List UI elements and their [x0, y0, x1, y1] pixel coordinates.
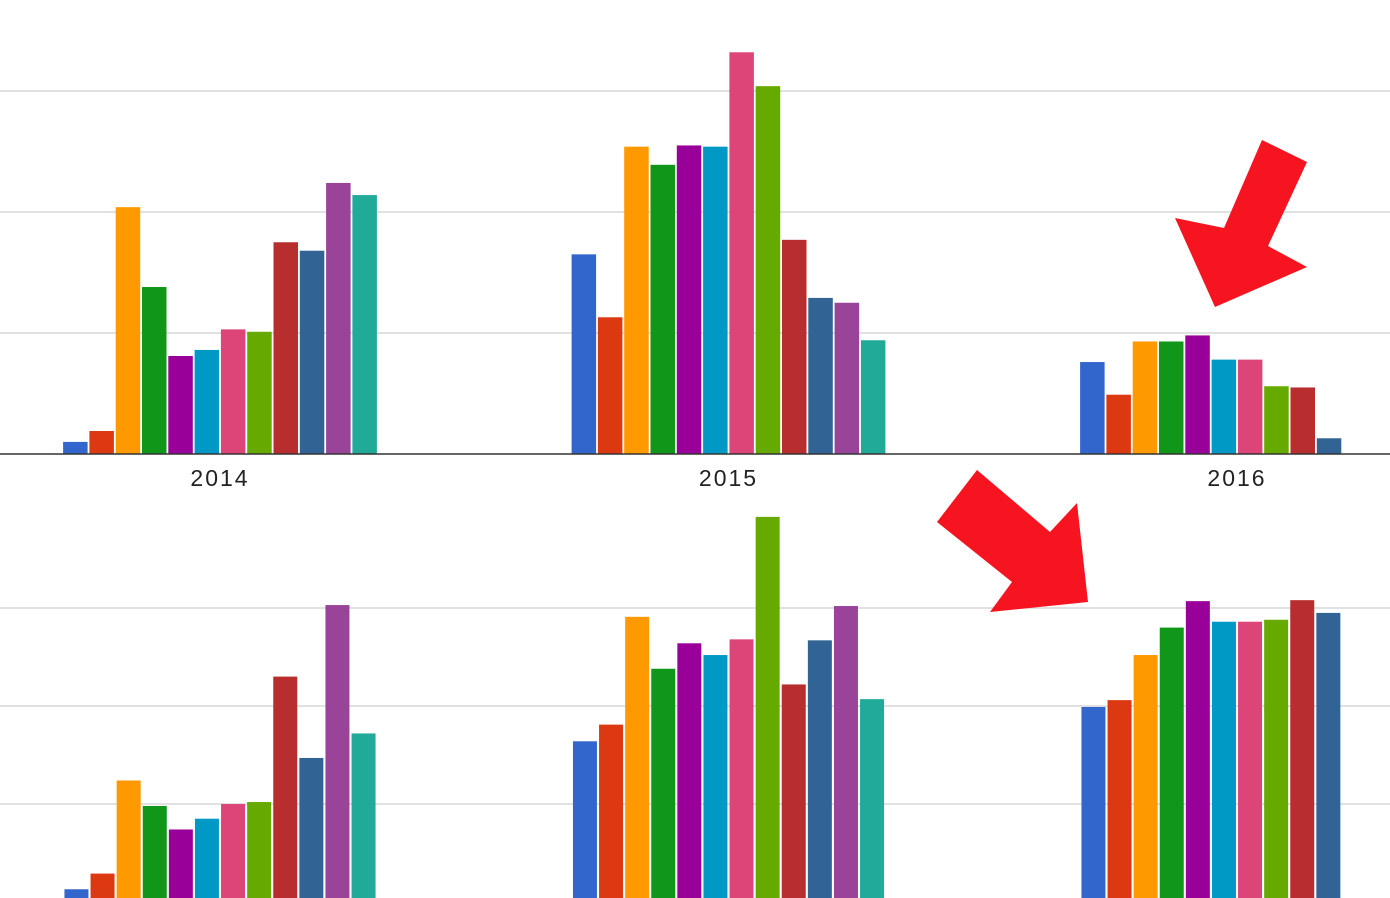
bar	[677, 643, 702, 898]
bar	[1316, 612, 1341, 898]
bar	[1238, 621, 1263, 898]
bar	[1264, 386, 1289, 454]
bar	[1106, 394, 1131, 454]
bar	[90, 873, 115, 898]
x-tick-label: 2015	[699, 465, 758, 491]
bar	[325, 605, 350, 898]
bar	[247, 802, 272, 898]
bar	[142, 805, 167, 898]
plots: 2014 2015 2016	[0, 52, 1390, 898]
bar	[1290, 387, 1315, 454]
bar	[834, 302, 860, 454]
bar	[729, 52, 754, 454]
bar	[781, 684, 806, 898]
bar	[808, 297, 833, 454]
bar	[1316, 438, 1342, 454]
bar	[571, 254, 597, 454]
arrow	[937, 470, 1088, 612]
bar	[782, 239, 807, 454]
bar	[807, 640, 832, 898]
bar	[1132, 341, 1158, 454]
bar	[860, 699, 885, 898]
bar	[860, 340, 886, 454]
bar	[351, 733, 376, 898]
bar	[168, 829, 193, 898]
bar	[1107, 700, 1132, 898]
bar	[651, 668, 676, 898]
bar	[194, 349, 220, 454]
bar	[1159, 341, 1184, 454]
bar	[142, 287, 167, 454]
bar	[299, 250, 325, 454]
bar	[221, 804, 246, 898]
bar	[625, 616, 650, 898]
bar	[1081, 706, 1106, 898]
bar	[247, 331, 272, 454]
arrow	[1175, 140, 1307, 307]
bar	[1080, 362, 1105, 454]
bar	[833, 606, 858, 898]
bar	[63, 441, 88, 454]
bar	[1211, 621, 1236, 898]
bar	[1185, 335, 1210, 454]
bar	[89, 431, 114, 454]
bar	[729, 639, 754, 898]
bar	[676, 145, 702, 454]
bar	[326, 182, 351, 454]
bar	[1159, 627, 1184, 898]
bar	[599, 724, 624, 898]
x-tick-label: 2014	[190, 465, 249, 491]
bar	[194, 818, 219, 898]
bar	[352, 195, 377, 454]
bar	[597, 317, 623, 454]
bar	[273, 242, 298, 454]
bar	[273, 676, 298, 898]
bar	[703, 146, 728, 454]
bar	[1133, 655, 1158, 898]
bar	[116, 780, 141, 898]
bar	[1237, 359, 1263, 454]
bar	[755, 516, 780, 898]
bar	[220, 329, 246, 454]
bar	[703, 655, 728, 898]
bar	[624, 146, 649, 454]
bar	[572, 741, 597, 898]
bar	[1264, 619, 1289, 898]
bar	[299, 757, 324, 898]
bar	[115, 207, 141, 454]
bar	[755, 86, 781, 454]
bar	[650, 164, 675, 454]
bar	[1211, 359, 1237, 454]
bar	[168, 355, 193, 454]
bar	[1290, 600, 1315, 898]
bar	[64, 889, 89, 898]
bar	[1185, 601, 1210, 898]
x-tick-label: 2016	[1207, 465, 1266, 491]
